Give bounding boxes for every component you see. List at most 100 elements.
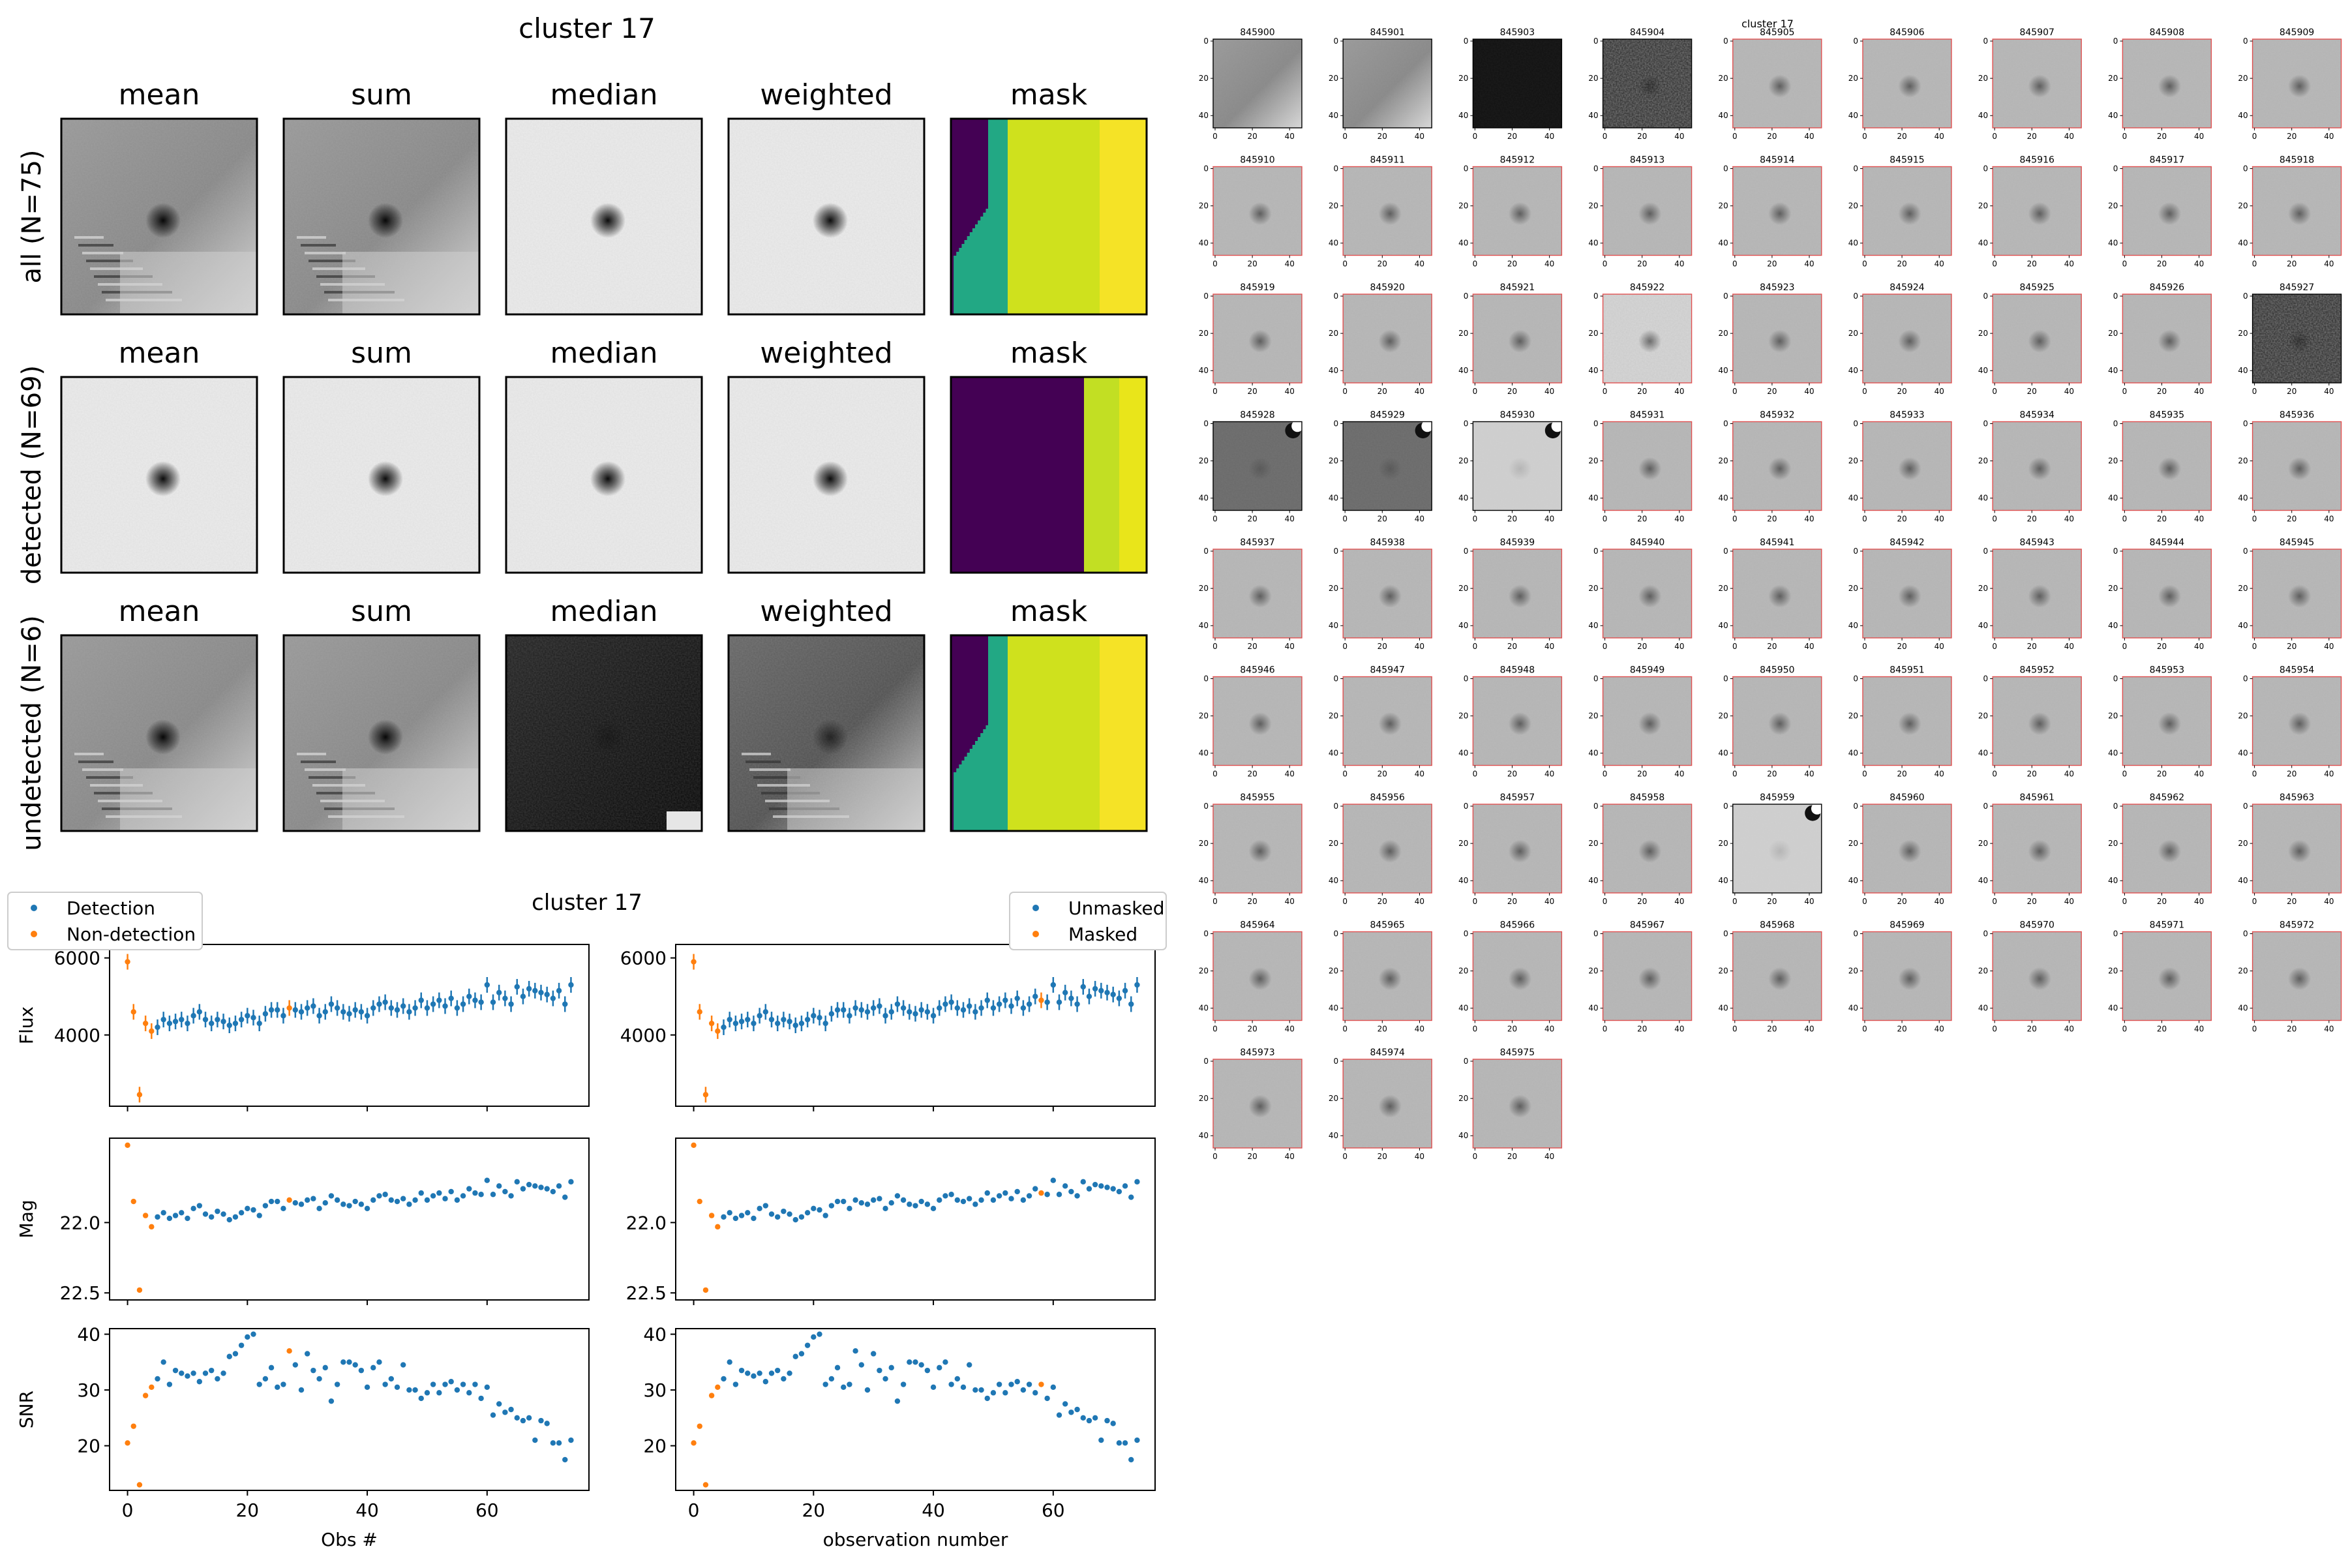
tick-label: 20 — [2238, 457, 2248, 466]
data-point — [424, 1005, 430, 1011]
thumbnail: 845958 0 20 40 0 20 40 — [1588, 792, 1693, 906]
thumbnail-frame — [1472, 676, 1563, 766]
data-point — [841, 1198, 847, 1205]
data-point — [1080, 1179, 1086, 1185]
column-title: sum — [351, 595, 412, 628]
tick-label: 0 — [1203, 547, 1209, 556]
panel-frame — [505, 117, 703, 316]
thumbnail: 845903 0 20 40 0 20 40 — [1458, 27, 1563, 141]
data-point — [322, 1009, 328, 1015]
tick-label: 0 — [1212, 897, 1218, 906]
tick-label: 40 — [1934, 642, 1944, 651]
tick-label: 20 — [1377, 897, 1387, 906]
data-point — [787, 1370, 792, 1376]
tick-label: 0 — [2252, 132, 2257, 141]
data-point — [286, 1348, 292, 1354]
data-point — [918, 1362, 924, 1368]
data-point — [1080, 984, 1086, 990]
tick-label: 0 — [1992, 897, 1997, 906]
thumbnail: 845973 0 20 40 0 20 40 — [1199, 1048, 1302, 1161]
data-point — [1116, 1440, 1122, 1446]
tick-label: 40 — [1978, 621, 1988, 630]
tick-label: 20 — [1507, 1025, 1517, 1034]
tick-label: 0 — [2243, 419, 2248, 429]
data-point — [828, 1203, 835, 1209]
data-point — [245, 1013, 250, 1019]
x-tick-label: 40 — [355, 1500, 379, 1521]
data-point — [1068, 1410, 1074, 1415]
data-point — [841, 1384, 847, 1390]
source-blob — [1508, 712, 1532, 736]
source-blob — [1378, 202, 1402, 226]
thumbnail-id: 845940 — [1630, 537, 1664, 548]
thumbnail-noise — [1213, 39, 1302, 128]
tick-label: 0 — [1464, 164, 1469, 173]
thumbnail-frame — [1472, 1059, 1563, 1149]
thumbnail-id: 845922 — [1630, 282, 1664, 293]
data-point — [960, 1384, 967, 1390]
data-point — [340, 1201, 346, 1207]
thumbnail-frame — [1342, 549, 1432, 639]
thumbnail: 845926 0 20 40 0 20 40 — [2108, 282, 2212, 396]
tick-label: 0 — [1473, 515, 1478, 524]
data-point — [852, 1197, 858, 1203]
tick-label: 40 — [1588, 494, 1598, 503]
data-point — [346, 1359, 352, 1365]
data-point — [550, 1440, 556, 1446]
thumbnail-id: 845913 — [1630, 155, 1664, 166]
tick-label: 0 — [1732, 260, 1738, 269]
tick-label: 20 — [1848, 584, 1858, 593]
tick-label: 20 — [1848, 74, 1858, 83]
source-blob — [1768, 74, 1792, 98]
data-point — [155, 1024, 160, 1031]
thumbnail: 845957 0 20 40 0 20 40 — [1458, 792, 1563, 906]
data-point — [232, 1020, 239, 1027]
thumbnail: 845971 0 20 40 0 20 40 — [2108, 920, 2212, 1034]
artifact-band — [120, 768, 257, 831]
tick-label: 0 — [2243, 164, 2248, 173]
tick-label: 0 — [1203, 37, 1209, 46]
data-point — [774, 1214, 781, 1220]
thumbnail: 845956 0 20 40 0 20 40 — [1329, 792, 1432, 906]
data-point — [310, 1003, 316, 1009]
tick-label: 0 — [1853, 674, 1858, 684]
tick-label: 0 — [1983, 547, 1989, 556]
tick-label: 20 — [1507, 515, 1517, 524]
tick-label: 20 — [2108, 74, 2118, 83]
y-tick-label: 6000 — [620, 948, 667, 969]
thumbnail-id: 845946 — [1240, 665, 1275, 676]
artifact-streak — [86, 776, 133, 779]
data-point — [442, 1381, 448, 1387]
tick-label: 0 — [2243, 37, 2248, 46]
thumbnail-frame — [1472, 804, 1563, 894]
thumbnail: 845943 0 20 40 0 20 40 — [1978, 537, 2082, 651]
data-point — [708, 1020, 715, 1027]
data-point — [490, 1412, 496, 1418]
tick-label: 20 — [2238, 584, 2248, 593]
data-point — [1110, 1186, 1116, 1192]
source-blob — [1378, 839, 1402, 863]
tick-label: 20 — [1767, 770, 1777, 779]
y-tick-label: 6000 — [54, 948, 100, 969]
tick-label: 0 — [1732, 1025, 1738, 1034]
data-point — [442, 1196, 448, 1201]
data-point — [520, 993, 526, 999]
tick-label: 40 — [1804, 770, 1814, 779]
artifact-streak — [745, 761, 781, 763]
tick-label: 40 — [1978, 111, 1988, 120]
data-point — [208, 1020, 215, 1027]
thumbnail-frame — [1862, 804, 1952, 894]
tick-label: 20 — [1329, 202, 1338, 211]
data-point — [256, 1381, 262, 1387]
data-point — [924, 1367, 931, 1374]
lightcurve-charts: Flux 6000 4000 Mag 22.0 22.5 SNR 40 30 20 0 20 40 60 O… — [7, 890, 1167, 1550]
tick-label: 40 — [2064, 515, 2074, 524]
data-point — [1104, 989, 1110, 996]
data-point — [496, 1183, 502, 1189]
y-tick-label: 22.5 — [626, 1282, 667, 1304]
data-point — [828, 1376, 835, 1382]
thumbnail: 845970 0 20 40 0 20 40 — [1978, 920, 2082, 1034]
data-point — [340, 1009, 346, 1015]
x-tick-label: 20 — [802, 1500, 825, 1521]
data-point — [334, 1381, 340, 1387]
